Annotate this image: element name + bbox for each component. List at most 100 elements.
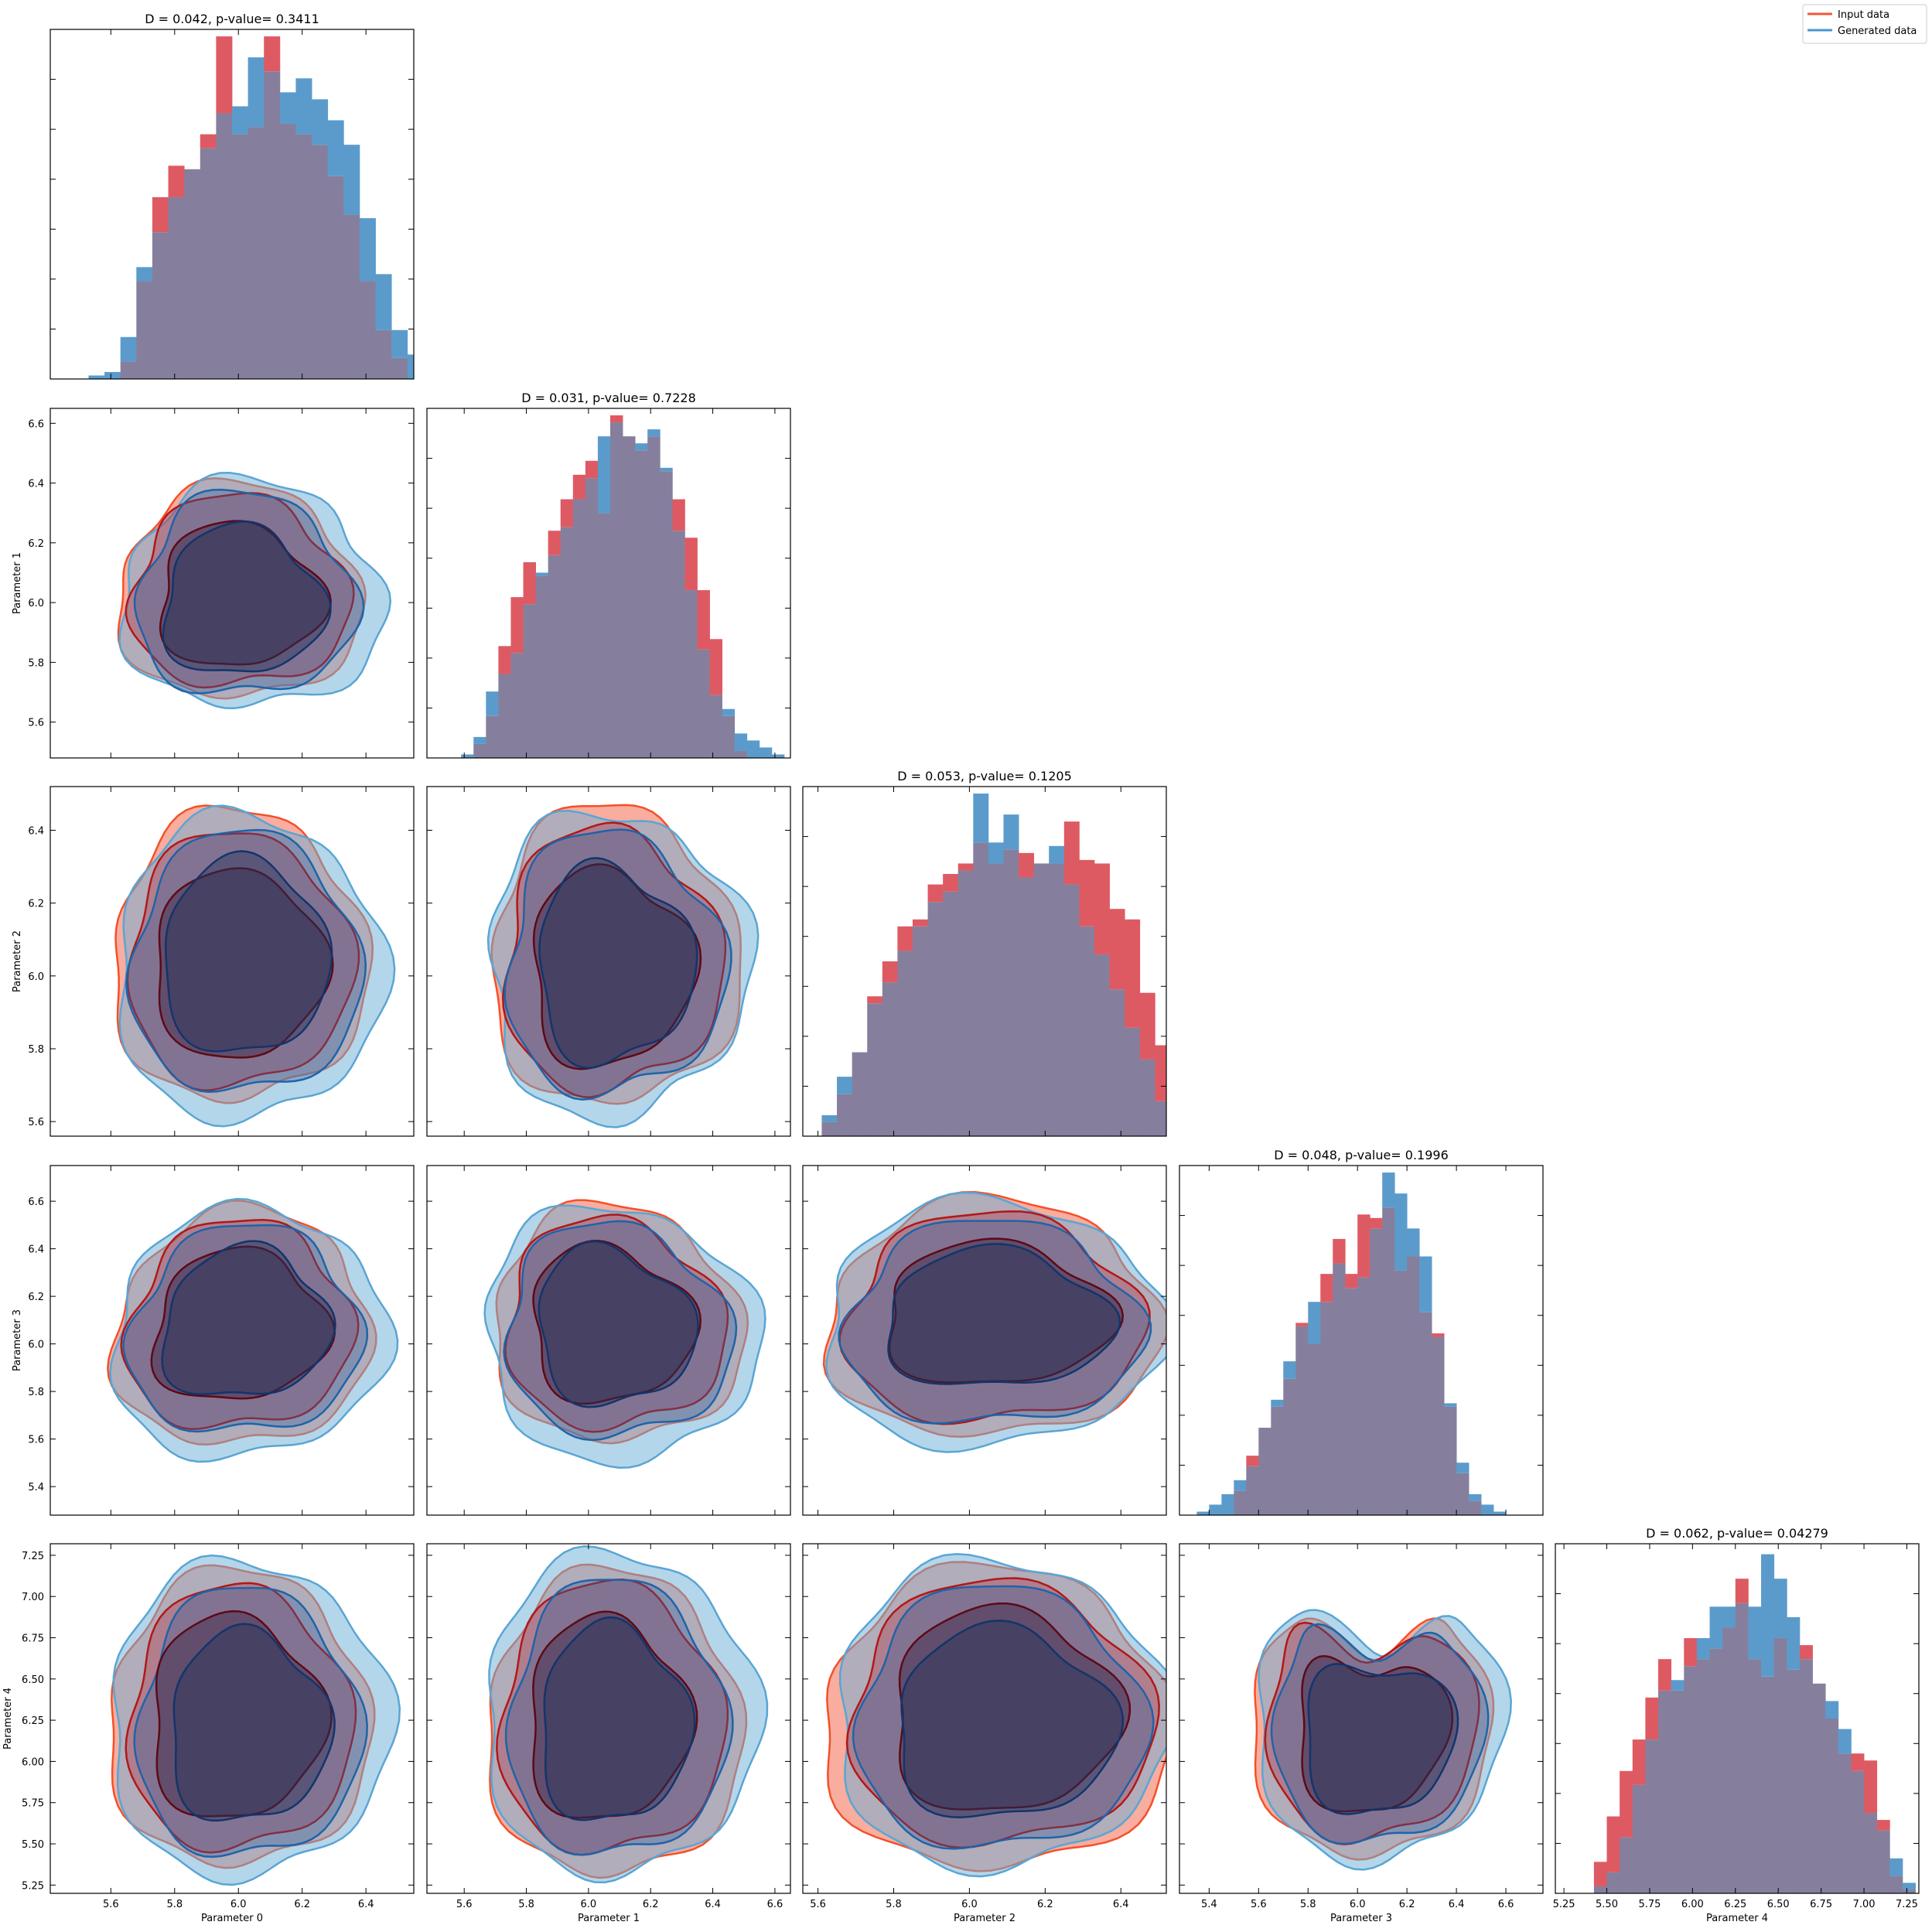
- hist-bar-overlap: [473, 743, 486, 758]
- hist-bar-generated: [821, 1114, 838, 1122]
- hist-bar-overlap: [572, 499, 586, 758]
- hist-bar-input: [168, 166, 185, 197]
- y-tick-label: 5.6: [28, 718, 44, 729]
- hist-bar-input: [572, 474, 586, 500]
- x-tick-label: 6.4: [358, 1899, 374, 1910]
- y-tick-label: 6.50: [22, 1674, 44, 1686]
- x-tick-label: 6.25: [1724, 1899, 1746, 1910]
- hist-bar-overlap: [391, 357, 408, 379]
- panel-frame: [426, 786, 791, 1137]
- x-tick-label: 5.6: [103, 1899, 119, 1910]
- hist-bar-generated: [1209, 1504, 1222, 1515]
- panel-content: [483, 1199, 766, 1469]
- hist-bar-overlap: [1671, 1690, 1685, 1893]
- hist-bar-overlap: [821, 1121, 838, 1136]
- hist-bar-overlap: [247, 127, 265, 379]
- x-tick-label: 5.8: [886, 1899, 902, 1910]
- hist-bar-overlap: [1696, 1659, 1710, 1893]
- x-axis-label: Parameter 2: [954, 1913, 1015, 1924]
- hist-bar-generated: [1234, 1480, 1247, 1491]
- y-tick-label: 6.6: [28, 418, 44, 430]
- hist-bar-overlap: [1761, 1676, 1775, 1893]
- hist-bar-overlap: [623, 436, 636, 758]
- contour-input-inner: [898, 1602, 1132, 1811]
- x-tick-label: 7.25: [1896, 1899, 1918, 1910]
- y-tick-label: 6.4: [28, 1244, 44, 1256]
- hist-bar-overlap: [1773, 1638, 1787, 1893]
- contour-generated-outer: [118, 804, 396, 1128]
- hist-bar-overlap: [279, 124, 296, 379]
- panel-frame: [426, 1165, 791, 1516]
- panel-content: [88, 36, 414, 379]
- hist-bar-input: [585, 460, 599, 479]
- panel-title-4: D = 0.062, p-value= 0.04279: [1646, 1526, 1828, 1541]
- x-axis-label: Parameter 1: [578, 1913, 640, 1924]
- hist-bar-generated: [88, 375, 105, 379]
- y-tick-label: 5.25: [22, 1880, 44, 1892]
- hist-bar-overlap: [647, 436, 660, 758]
- panel-content: [107, 1197, 399, 1463]
- y-tick-label: 5.6: [28, 1435, 44, 1446]
- hist-bar-generated: [1271, 1399, 1284, 1407]
- hist-bar-generated: [343, 145, 360, 215]
- contour-generated-inner: [1307, 1663, 1459, 1815]
- hist-bar-generated: [1838, 1729, 1852, 1754]
- x-tick-label: 6.4: [1113, 1899, 1129, 1910]
- y-axis-label: Parameter 1: [12, 552, 23, 614]
- x-tick-label: 6.0: [230, 1899, 247, 1910]
- hist-bar-overlap: [1838, 1753, 1852, 1893]
- panel-r4-c2: 5.6 5.8 6.0 6.2 6.4 Parameter 2: [802, 1543, 1167, 1924]
- hist-bar-overlap: [1432, 1336, 1445, 1515]
- panel-r3-c1: [426, 1165, 791, 1516]
- y-tick-label: 5.6: [28, 1117, 44, 1128]
- panel-r4-c4: D = 0.062, p-value= 0.04279 5.25 5.50 5.75 6…: [1553, 1526, 1920, 1924]
- hist-bar-generated: [1889, 1858, 1903, 1876]
- contour-generated-outer: [825, 1191, 1166, 1453]
- contour-generated-inner: [900, 1620, 1125, 1818]
- hist-bar-overlap: [232, 134, 249, 379]
- hist-bar-overlap: [1799, 1659, 1813, 1893]
- x-tick-label: 6.2: [1037, 1899, 1053, 1910]
- hist-bar-generated: [279, 92, 296, 125]
- y-axis-label: Parameter 4: [2, 1688, 14, 1749]
- hist-bar-generated: [1456, 1463, 1469, 1473]
- y-tick-label: 6.4: [28, 479, 44, 490]
- hist-bar-overlap: [1593, 1886, 1607, 1893]
- hist-bar-input: [498, 646, 511, 674]
- hist-bar-overlap: [1094, 954, 1110, 1136]
- hist-bar-overlap: [498, 674, 511, 758]
- panel-content: [821, 794, 1166, 1136]
- hist-bar-overlap: [1812, 1683, 1826, 1893]
- y-tick-label: 5.8: [28, 1387, 44, 1398]
- hist-bar-generated: [535, 572, 549, 576]
- hist-bar-overlap: [660, 471, 673, 758]
- hist-bar-overlap: [1722, 1627, 1736, 1893]
- hist-bar-overlap: [168, 196, 185, 379]
- hist-bar-overlap: [1645, 1739, 1659, 1893]
- hist-bar-generated: [988, 842, 1004, 864]
- hist-bar-generated: [1419, 1256, 1432, 1312]
- hist-bar-generated: [647, 429, 660, 437]
- hist-bar-input: [216, 36, 233, 114]
- x-tick-label: 6.0: [581, 1899, 597, 1910]
- y-tick-label: 5.8: [28, 1044, 44, 1056]
- hist-bar-overlap: [1283, 1378, 1296, 1515]
- hist-bar-overlap: [486, 715, 499, 758]
- hist-bar-input: [1125, 919, 1141, 1028]
- panel-frame: [49, 786, 415, 1137]
- hist-bar-input: [1658, 1659, 1672, 1691]
- panel-frame: [1179, 1543, 1544, 1894]
- x-tick-label: 5.8: [1300, 1899, 1316, 1910]
- hist-bar-input: [264, 36, 281, 72]
- x-tick-label: 5.6: [810, 1899, 826, 1910]
- hist-bar-input: [1593, 1862, 1607, 1886]
- hist-bar-input: [1799, 1645, 1813, 1660]
- panel-r1-c0: 5.6 5.8 6.0 6.2 6.4 6.6 Parameter 1: [12, 408, 415, 759]
- hist-bar-overlap: [120, 361, 137, 379]
- contour-generated-inner: [887, 1243, 1121, 1385]
- hist-bar-generated: [391, 329, 408, 358]
- hist-bar-generated: [837, 1077, 853, 1094]
- contour-generated-inner: [172, 1623, 336, 1822]
- hist-bar-generated: [104, 371, 121, 379]
